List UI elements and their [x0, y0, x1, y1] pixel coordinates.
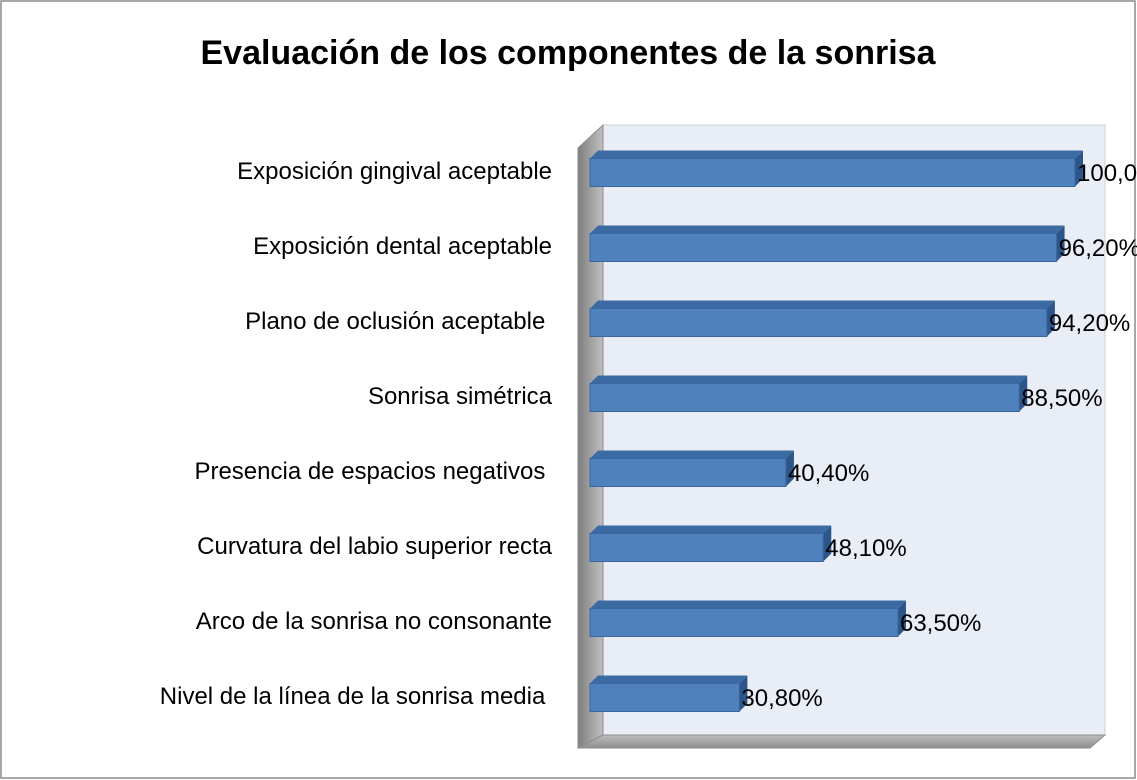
bar-front [589, 533, 824, 562]
bar-end [897, 600, 906, 637]
bar-top [590, 450, 794, 459]
floor [577, 734, 1107, 749]
bar [589, 150, 1083, 187]
bar-end [1019, 375, 1028, 412]
data-label: 96,20% [1059, 235, 1137, 262]
bar [589, 225, 1065, 262]
bar-front [589, 383, 1020, 412]
category-label: Plano de oclusión aceptable [245, 308, 552, 335]
bar-end [785, 450, 794, 487]
data-label: 40,40% [788, 460, 869, 487]
bar-top [590, 150, 1083, 159]
data-label: 48,10% [825, 535, 906, 562]
category-label: Exposición dental aceptable [253, 233, 552, 260]
bar-end [823, 525, 832, 562]
bar [589, 675, 748, 712]
bar [589, 300, 1055, 337]
bar-top [590, 375, 1028, 384]
side-wall [577, 123, 604, 749]
bar-top [590, 600, 906, 609]
category-label: Sonrisa simétrica [368, 383, 553, 410]
bar-front [589, 233, 1058, 262]
data-label: 63,50% [900, 610, 981, 637]
bar-front [589, 608, 899, 637]
bar [589, 525, 832, 562]
chart-title: Evaluación de los componentes de la sonr… [200, 34, 936, 72]
category-label: Curvatura del labio superior recta [197, 533, 552, 560]
bar-front [589, 683, 740, 712]
bar-top [590, 225, 1065, 234]
bar-end [1046, 300, 1055, 337]
bar-front [589, 458, 787, 487]
category-label: Arco de la sonrisa no consonante [196, 608, 552, 635]
category-label: Nivel de la línea de la sonrisa media [160, 683, 552, 710]
category-label: Presencia de espacios negativos [194, 458, 552, 485]
bar-top [590, 675, 748, 684]
bar [589, 450, 794, 487]
data-label: 100,00% [1077, 160, 1137, 187]
back-wall [602, 124, 1106, 736]
bar-front [589, 158, 1076, 187]
data-label: 88,50% [1021, 385, 1102, 412]
bar [589, 375, 1028, 412]
data-label: 30,80% [741, 685, 822, 712]
bar-end [739, 675, 748, 712]
data-label: 94,20% [1049, 310, 1130, 337]
category-label: Exposición gingival aceptable [237, 158, 552, 185]
bar-top [590, 300, 1055, 309]
bar-front [589, 308, 1048, 337]
bar-top [590, 525, 832, 534]
bar [589, 600, 906, 637]
bar-end [1056, 225, 1065, 262]
bar-end [1075, 150, 1083, 187]
